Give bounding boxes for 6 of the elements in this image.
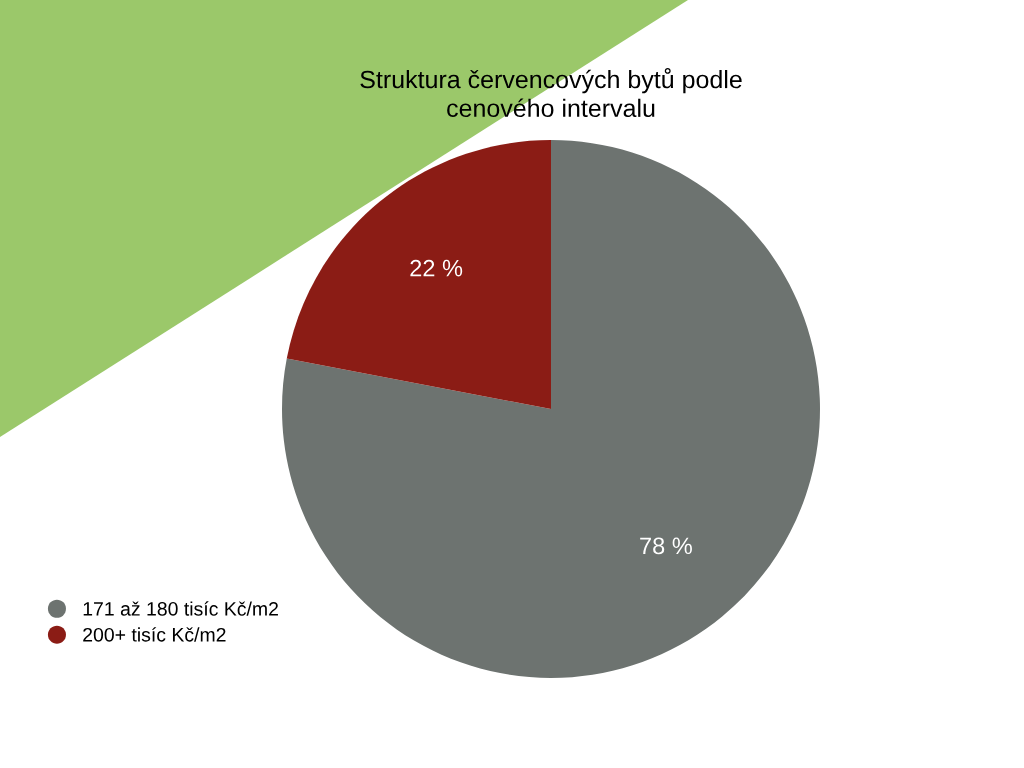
pie-slice <box>282 140 820 678</box>
data-label: 22 % <box>410 259 463 277</box>
legend-label: 200+ tisíc Kč/m2 <box>83 627 226 642</box>
pie-slice <box>286 140 551 409</box>
data-label: 78 % <box>640 537 692 555</box>
legend-label: 171 až 180 tisíc Kč/m2 <box>83 601 278 616</box>
